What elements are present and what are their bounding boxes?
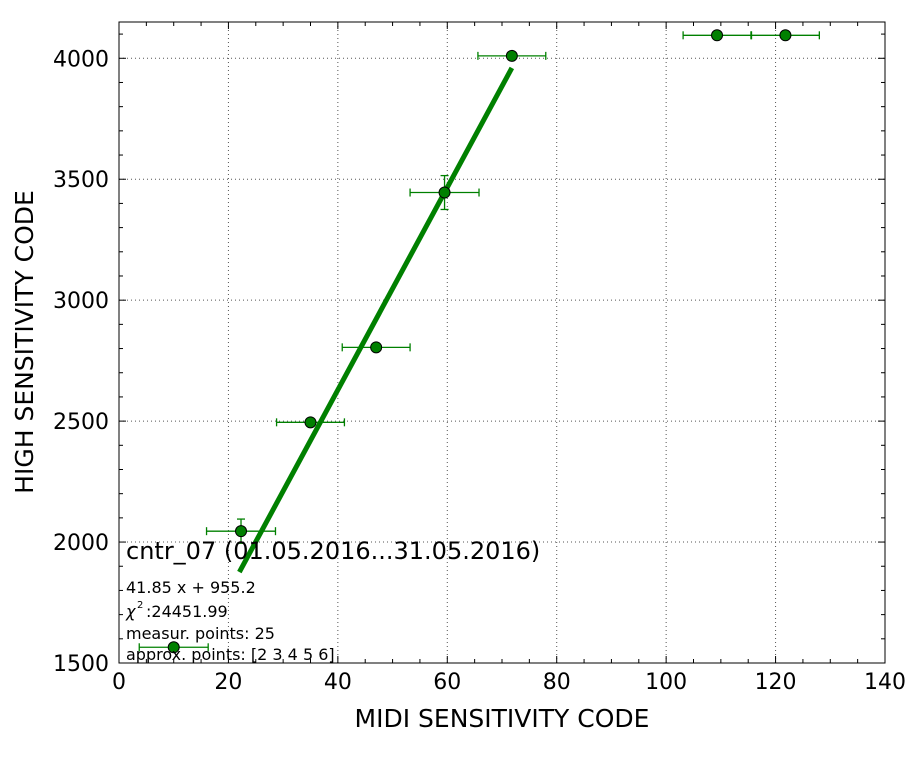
tick-labels: 0 20 40 60 80 100 120 140 1500 2000 2500 3000 3500 40… xyxy=(53,47,906,695)
measured-points-label: measur. points: 25 xyxy=(126,624,275,643)
x-tick-label: 40 xyxy=(324,670,352,695)
data-point xyxy=(167,641,180,654)
plot-frame xyxy=(118,21,886,664)
approx-points-label: approx. points: [2 3 4 5 6] xyxy=(126,645,335,664)
data-point xyxy=(438,186,451,199)
x-tick-label: 140 xyxy=(864,670,906,695)
fit-line-group xyxy=(237,66,515,574)
data-point xyxy=(505,49,518,62)
y-axis-label: HIGH SENSITIVITY CODE xyxy=(10,190,39,494)
y-tick-label: 3500 xyxy=(53,168,109,193)
chi-exponent: 2 xyxy=(137,600,143,611)
chart-title: cntr_07 (01.05.2016...31.05.2016) xyxy=(126,537,540,565)
x-tick-label: 100 xyxy=(645,670,687,695)
x-tick-label: 80 xyxy=(543,670,571,695)
data-point xyxy=(304,416,317,429)
fit-equation: 41.85 x + 955.2 xyxy=(126,578,256,597)
y-tick-label: 2500 xyxy=(53,410,109,435)
x-tick-label: 0 xyxy=(112,670,126,695)
y-tick-label: 1500 xyxy=(53,652,109,677)
chi-squared-value: :24451.99 xyxy=(146,602,228,621)
data-point xyxy=(370,341,383,354)
x-tick-label: 60 xyxy=(433,670,461,695)
x-tick-label: 120 xyxy=(755,670,797,695)
ticks xyxy=(118,22,886,664)
data-points xyxy=(167,29,792,654)
grid xyxy=(119,22,885,663)
x-axis-label: MIDI SENSITIVITY CODE xyxy=(355,704,650,733)
fit-line xyxy=(237,66,515,574)
data-point xyxy=(779,29,792,42)
x-tick-label: 20 xyxy=(214,670,242,695)
data-point xyxy=(235,525,248,538)
y-tick-label: 2000 xyxy=(53,531,109,556)
y-tick-label: 4000 xyxy=(53,47,109,72)
plot-background xyxy=(119,22,885,663)
y-tick-label: 3000 xyxy=(53,289,109,314)
chi-symbol: χ xyxy=(125,602,136,621)
data-point xyxy=(711,29,724,42)
